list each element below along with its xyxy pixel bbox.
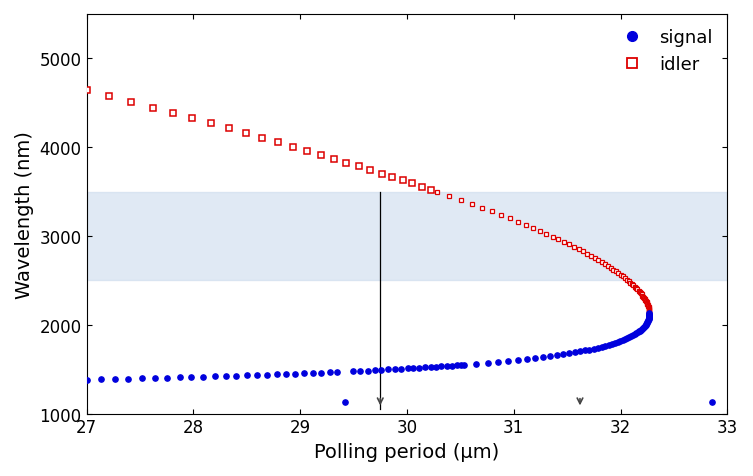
Legend: signal, idler: signal, idler — [609, 24, 718, 79]
Y-axis label: Wavelength (nm): Wavelength (nm) — [15, 130, 34, 298]
X-axis label: Polling period (μm): Polling period (μm) — [314, 442, 499, 461]
Bar — [87, 192, 727, 281]
